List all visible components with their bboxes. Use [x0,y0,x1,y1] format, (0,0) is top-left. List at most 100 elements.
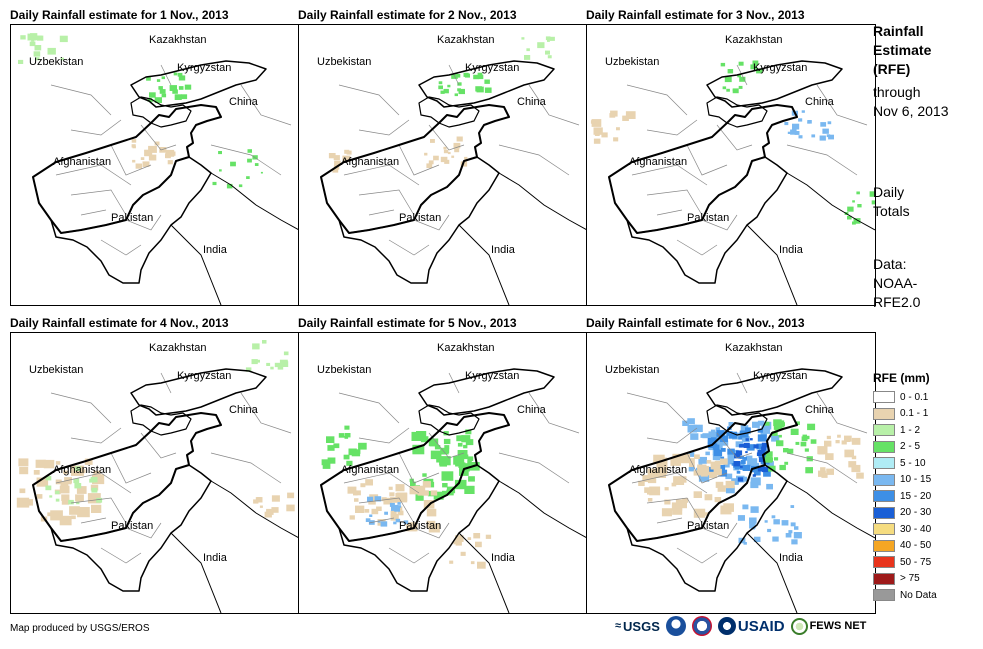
province-border [160,64,172,86]
rain-cell [757,465,765,472]
province-border [676,239,718,256]
country-label-afghanistan: Afghanistan [629,464,687,476]
rain-cell [169,85,177,91]
rain-cell [594,132,600,136]
province-border [338,392,400,424]
rain-cell [154,97,162,103]
rain-cell [841,440,847,445]
rain-cell [149,92,156,98]
rain-cell [768,465,776,472]
rain-cell [266,362,271,366]
rain-cell [454,93,458,97]
rain-cell [795,421,800,425]
rain-cell [454,148,460,153]
rain-cell [20,35,26,40]
rain-cell [43,459,55,469]
legend-label: 0 - 0.1 [900,391,929,403]
rain-cell [365,479,373,486]
country-border [746,172,875,305]
rain-cell [737,515,745,521]
country-border [338,464,500,592]
rain-cell [436,458,442,463]
rain-cell [715,455,722,461]
rain-cell [794,131,800,135]
province-border [656,209,683,216]
rain-cell [811,134,816,138]
rain-cell [412,444,425,455]
country-label-china: China [517,96,547,108]
map-series-subtitle: through Nov 6, 2013 [873,84,949,119]
province-border [240,84,292,126]
rain-cell [247,149,252,153]
rain-cell [745,455,753,461]
rain-cell [326,436,335,443]
rain-cell [75,466,81,471]
province-border [55,472,132,494]
map-panel-4: Daily Rainfall estimate for 4 Nov., 2013… [10,316,300,616]
rain-cell [161,93,167,98]
rain-cell [371,508,379,515]
rain-cell [259,505,263,508]
rain-cell [463,444,468,449]
rain-cell [442,490,449,496]
legend-label: 20 - 30 [900,507,932,519]
rain-cell [794,526,799,530]
rfe-legend: RFE (mm) 0 - 0.1 0.1 - 1 1 - 2 2 - 5 5 - 10 1… [873,371,937,604]
rain-cell [767,528,772,533]
rain-cell [172,89,178,94]
rain-cell [426,163,433,169]
rain-cell [238,184,243,188]
rain-cell [460,551,466,556]
map-canvas: Kazakhstan Uzbekistan Kyrgyzstan China Afgha… [317,342,587,613]
rain-cell [785,533,792,538]
province-border [448,64,460,86]
rain-cell [771,431,778,436]
rain-cell [477,561,486,569]
country-label-afghanistan: Afghanistan [53,156,111,168]
legend-item: 15 - 20 [873,488,937,505]
rain-cell [396,492,408,501]
rain-cell [852,200,855,203]
legend-label: 40 - 50 [900,540,932,552]
legend-item: 0.1 - 1 [873,406,937,423]
rain-cell [792,123,800,130]
rain-cell [749,438,753,441]
rain-cell [47,47,56,55]
rain-cell [484,87,492,93]
rain-cell [776,440,784,447]
rain-cell [826,435,831,440]
rain-cell [753,470,761,476]
country-label-pakistan: Pakistan [399,212,441,224]
province-border [358,189,415,216]
rain-cell [426,520,436,528]
rain-cell [271,495,280,502]
rain-cell [457,88,461,92]
rain-cell [705,451,710,456]
rain-cell [851,464,861,473]
country-border [706,404,768,436]
province-border [413,214,450,231]
usaid-logo: USAID [717,617,785,635]
rain-cell [649,486,661,496]
rain-cell [853,218,861,224]
rain-cell [715,427,721,431]
rain-cell [455,535,464,542]
rain-cell [77,507,90,518]
country-border [50,464,212,592]
rain-cell [465,439,474,446]
rain-cell [687,418,695,425]
legend-item: 5 - 10 [873,455,937,472]
rain-cell [18,458,29,467]
rain-cell [477,72,483,77]
rain-cell [76,486,87,494]
rain-cell [45,485,52,491]
rain-cell [818,470,826,477]
rain-cell [19,467,29,475]
rain-cell [857,204,862,208]
rain-cell [727,69,734,74]
rain-cell [467,456,474,461]
rain-cell [724,76,732,83]
province-border [55,164,132,186]
rain-cell [688,452,695,457]
rain-cell [826,134,831,138]
